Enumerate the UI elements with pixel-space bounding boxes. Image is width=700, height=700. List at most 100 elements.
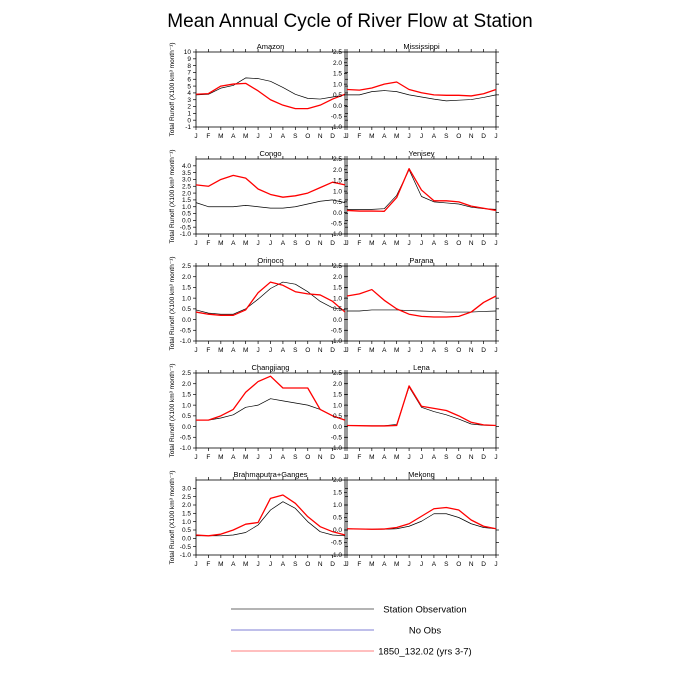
y-tick-label: 0.5 — [333, 199, 342, 206]
y-tick-label: 1.0 — [333, 402, 342, 409]
x-tick-label: M — [218, 454, 223, 461]
y-tick-label: 2.0 — [333, 477, 342, 484]
y-tick-label: 2.5 — [182, 494, 191, 501]
x-tick-label: J — [343, 561, 346, 568]
x-tick-label: J — [269, 454, 272, 461]
plot-frame — [195, 265, 346, 342]
x-tick-label: O — [305, 240, 310, 247]
panel-parana: Parana-1.0-0.50.00.51.01.52.02.5J F M A M J J A… — [331, 256, 499, 354]
x-tick-label: N — [469, 347, 474, 354]
x-tick-label: J — [343, 133, 346, 140]
y-tick-label: 6 — [187, 76, 191, 83]
x-tick-label: J — [256, 454, 259, 461]
panel-title-parana: Parana — [409, 256, 434, 265]
x-tick-label: M — [369, 454, 374, 461]
x-tick-label: F — [357, 561, 361, 568]
x-tick-label: N — [469, 454, 474, 461]
x-tick-label: J — [343, 240, 346, 247]
x-tick-label: J — [345, 454, 348, 461]
y-tick-label: 2 — [187, 104, 191, 111]
y-tick-label: 1.5 — [333, 392, 342, 399]
series-line-station-observation-congo — [195, 199, 346, 209]
y-tick-label: 5 — [187, 83, 191, 90]
x-tick-label: A — [382, 561, 387, 568]
y-tick-label: 1.0 — [333, 81, 342, 88]
x-tick-label: N — [469, 133, 474, 140]
x-tick-label: D — [330, 561, 335, 568]
y-tick-label: -0.5 — [331, 220, 343, 227]
x-tick-label: J — [256, 240, 259, 247]
x-tick-label: F — [357, 454, 361, 461]
y-tick-label: 1.5 — [182, 285, 191, 292]
x-tick-label: J — [420, 240, 423, 247]
x-tick-label: J — [407, 347, 410, 354]
y-tick-label: 0.5 — [182, 527, 191, 534]
y-tick-label: 1.0 — [182, 402, 191, 409]
x-tick-label: J — [194, 347, 197, 354]
x-tick-label: M — [369, 561, 374, 568]
x-tick-label: F — [357, 347, 361, 354]
y-axis-label: Total Runoff (X100 km³ month⁻¹) — [169, 43, 176, 137]
y-tick-label: -1.0 — [180, 338, 192, 345]
x-tick-label: M — [243, 240, 248, 247]
x-tick-label: A — [231, 561, 236, 568]
x-tick-label: O — [456, 561, 461, 568]
panel-title-brahmaputra-ganges: Brahmaputra+Ganges — [233, 470, 307, 479]
x-tick-label: S — [444, 561, 449, 568]
legend-label-model-run: 1850_132.02 (yrs 3-7) — [378, 647, 471, 658]
panel-mekong: Mekong-1.0-0.50.00.51.01.52.0J F M A M J J A S O N… — [331, 470, 499, 568]
panel-congo: Congo-1.0-0.50.00.51.01.52.02.53.03.54.0… — [169, 149, 348, 247]
y-tick-label: -0.5 — [180, 434, 192, 441]
x-tick-label: J — [269, 133, 272, 140]
x-tick-label: J — [494, 347, 497, 354]
series-line-model-orinoco — [195, 281, 346, 316]
x-tick-label: J — [407, 240, 410, 247]
x-tick-label: O — [456, 347, 461, 354]
x-tick-label: A — [281, 240, 286, 247]
x-tick-label: J — [256, 561, 259, 568]
panel-title-congo: Congo — [259, 149, 281, 158]
x-tick-label: J — [194, 454, 197, 461]
x-tick-label: S — [293, 347, 298, 354]
panel-title-mekong: Mekong — [408, 470, 435, 479]
y-axis-label: Total Runoff (X100 km³ month⁻¹) — [169, 471, 176, 565]
x-tick-label: D — [481, 133, 486, 140]
x-tick-label: M — [369, 240, 374, 247]
x-tick-label: J — [407, 454, 410, 461]
series-line-model-mississippi — [346, 81, 497, 97]
y-tick-label: 2.0 — [182, 502, 191, 509]
x-tick-label: O — [456, 240, 461, 247]
y-tick-label: 1.0 — [333, 188, 342, 195]
x-tick-label: N — [318, 347, 323, 354]
y-tick-label: 2.0 — [182, 190, 191, 197]
x-tick-label: A — [432, 347, 437, 354]
x-tick-label: J — [494, 561, 497, 568]
series-line-station-observation-yenisey — [347, 169, 497, 210]
x-tick-label: J — [494, 454, 497, 461]
x-tick-label: J — [194, 240, 197, 247]
y-tick-label: 3 — [187, 97, 191, 104]
x-tick-label: S — [444, 454, 449, 461]
x-tick-label: M — [394, 561, 399, 568]
x-tick-label: F — [206, 561, 210, 568]
y-tick-label: 7 — [187, 70, 191, 77]
x-tick-label: M — [394, 240, 399, 247]
x-tick-label: N — [318, 454, 323, 461]
y-tick-label: 10 — [184, 49, 192, 56]
x-tick-label: A — [231, 454, 236, 461]
y-tick-label: 0.0 — [333, 103, 342, 110]
y-tick-label: 1.5 — [333, 178, 342, 185]
x-tick-label: M — [243, 454, 248, 461]
y-tick-label: 0 — [187, 117, 191, 124]
x-tick-label: M — [218, 561, 223, 568]
x-tick-label: F — [357, 240, 361, 247]
y-tick-label: 0.5 — [333, 413, 342, 420]
panel-lena: Lena-1.0-0.50.00.51.01.52.02.5J F M A M J J A S O… — [331, 363, 499, 461]
x-tick-label: S — [293, 133, 298, 140]
panel-title-changjiang: Changjiang — [252, 363, 290, 372]
panel-title-lena: Lena — [413, 363, 431, 372]
x-tick-label: N — [318, 240, 323, 247]
x-tick-label: A — [231, 347, 236, 354]
panel-changjiang: Changjiang-1.0-0.50.00.51.01.52.02.5J F M A… — [169, 363, 348, 461]
x-tick-label: J — [269, 240, 272, 247]
